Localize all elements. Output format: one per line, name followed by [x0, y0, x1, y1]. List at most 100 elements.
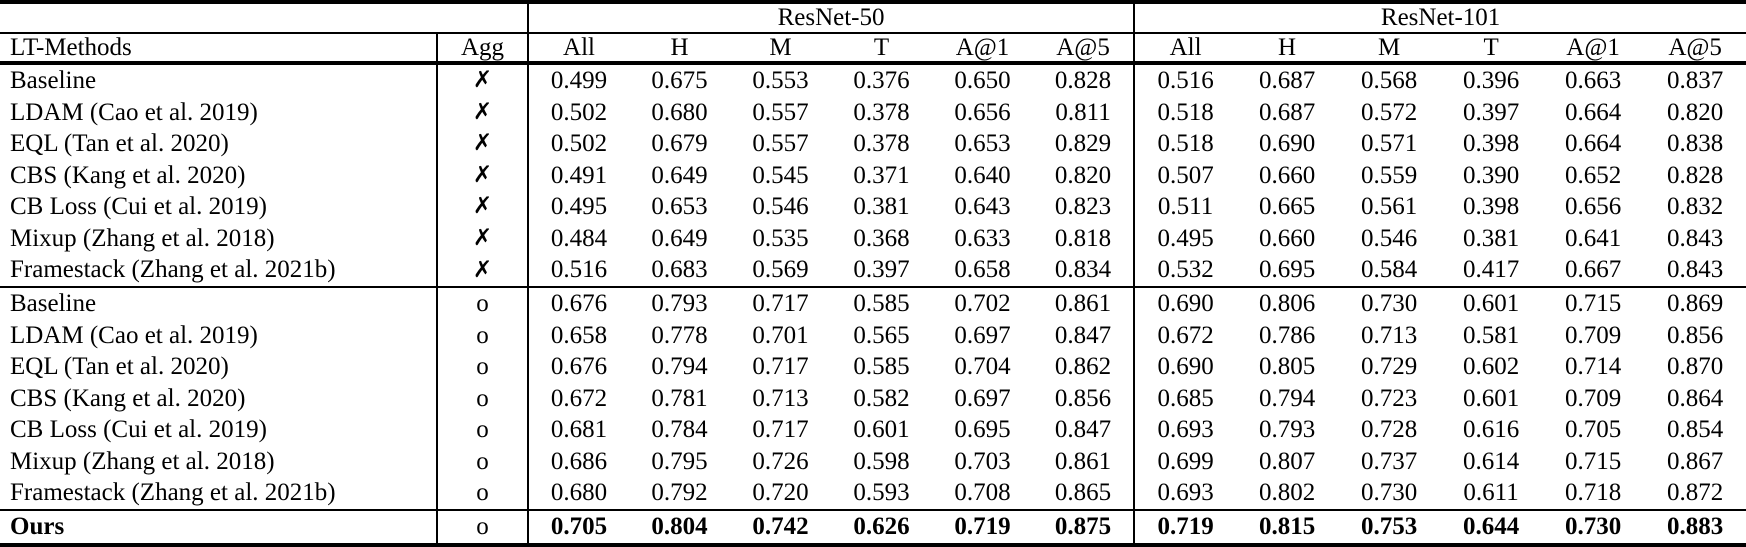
value-cell: 0.795 — [651, 447, 708, 475]
value-cell: 0.598 — [853, 447, 910, 475]
value-cell: 0.649 — [651, 224, 708, 252]
value-cell: 0.828 — [1666, 161, 1724, 189]
value-cell: 0.717 — [752, 416, 809, 444]
value-cell: 0.397 — [1462, 98, 1520, 126]
value-cell: 0.737 — [1360, 447, 1418, 475]
column-header: All — [527, 32, 629, 65]
value-cell: 0.861 — [1033, 286, 1135, 320]
value-cell: 0.690 — [1258, 130, 1316, 158]
value-cell: 0.697 — [954, 321, 1011, 349]
method-cell: CB Loss (Cui et al. 2019) — [10, 416, 267, 444]
value-cell: 0.640 — [954, 161, 1011, 189]
method-cell: Framestack (Zhang et al. 2021b) — [10, 256, 336, 284]
backbone-group-header: ResNet-101 — [1133, 2, 1746, 34]
method-cell: CB Loss (Cui et al. 2019) — [10, 193, 267, 221]
value-cell: 0.699 — [1133, 445, 1237, 478]
method-cell: EQL (Tan et al. 2020) — [10, 353, 229, 381]
value-cell: 0.397 — [853, 256, 910, 284]
value-cell: 0.491 — [527, 159, 629, 192]
group-header-row: ResNet-50 ResNet-101 — [0, 2, 1746, 34]
table-row: EQL (Tan et al. 2020) o 0.676 0.794 0.717 0.5… — [0, 351, 1746, 383]
table-row: Framestack (Zhang et al. 2021b) o 0.680 0.7… — [0, 477, 1746, 510]
value-cell: 0.778 — [651, 321, 708, 349]
value-cell: 0.658 — [527, 319, 629, 352]
value-cell: 0.681 — [527, 414, 629, 446]
value-cell: 0.702 — [932, 286, 1033, 320]
value-cell: 0.867 — [1666, 447, 1724, 475]
value-cell: 0.729 — [1360, 353, 1418, 381]
value-cell: 0.499 — [527, 63, 629, 97]
value-cell: 0.557 — [752, 130, 809, 158]
value-cell: 0.571 — [1360, 130, 1418, 158]
value-cell: 0.730 — [1360, 479, 1418, 507]
table-body: Baseline ✗ 0.499 0.675 0.553 0.376 0.650 0.828 0… — [0, 63, 1746, 545]
value-cell: 0.584 — [1360, 256, 1418, 284]
cross-mark-icon: ✗ — [436, 254, 528, 288]
value-cell: 0.553 — [752, 67, 809, 95]
value-cell: 0.742 — [730, 508, 831, 545]
method-cell: Ours — [0, 508, 437, 545]
method-cell: Framestack (Zhang et al. 2021b) — [10, 479, 336, 507]
value-cell: 0.417 — [1462, 256, 1520, 284]
column-header: M — [1338, 32, 1441, 65]
table-row: CBS (Kang et al. 2020) o 0.672 0.781 0.713 0.… — [0, 382, 1746, 415]
cross-mark-icon: ✗ — [436, 222, 528, 255]
value-cell: 0.593 — [853, 479, 910, 507]
table-row: LDAM (Cao et al. 2019) o 0.658 0.778 0.701 0.… — [0, 319, 1746, 352]
value-cell: 0.883 — [1644, 508, 1746, 545]
value-cell: 0.693 — [1133, 414, 1237, 446]
column-header: T — [831, 32, 932, 65]
cross-mark-icon: ✗ — [436, 63, 528, 97]
value-cell: 0.730 — [1542, 508, 1645, 545]
value-cell: 0.546 — [1360, 224, 1418, 252]
value-cell: 0.687 — [1258, 67, 1316, 95]
value-cell: 0.679 — [651, 130, 708, 158]
value-cell: 0.683 — [651, 256, 708, 284]
value-cell: 0.378 — [853, 130, 910, 158]
value-cell: 0.847 — [1054, 321, 1112, 349]
value-cell: 0.516 — [527, 254, 629, 288]
table-row: CB Loss (Cui et al. 2019) ✗ 0.495 0.653 0.54… — [0, 191, 1746, 223]
column-header: Agg — [436, 32, 528, 65]
cross-mark-icon: ✗ — [436, 128, 528, 160]
value-cell: 0.582 — [853, 384, 910, 412]
method-cell: CBS (Kang et al. 2020) — [10, 161, 246, 189]
method-cell: Baseline — [0, 286, 437, 320]
value-cell: 0.616 — [1462, 416, 1520, 444]
value-cell: 0.753 — [1338, 508, 1441, 545]
table-row: Ours o 0.705 0.804 0.742 0.626 0.719 0.875 0.719… — [0, 508, 1746, 545]
value-cell: 0.713 — [752, 384, 809, 412]
table-row: Baseline ✗ 0.499 0.675 0.553 0.376 0.650 0.828 0… — [0, 63, 1746, 97]
value-cell: 0.532 — [1133, 254, 1237, 288]
value-cell: 0.869 — [1644, 286, 1746, 320]
value-cell: 0.804 — [629, 508, 730, 545]
value-cell: 0.864 — [1666, 384, 1724, 412]
value-cell: 0.686 — [527, 445, 629, 478]
value-cell: 0.717 — [730, 286, 831, 320]
agg-cell: o — [436, 414, 528, 446]
value-cell: 0.649 — [651, 161, 708, 189]
value-cell: 0.680 — [527, 477, 629, 510]
value-cell: 0.390 — [1462, 161, 1520, 189]
value-cell: 0.793 — [1258, 416, 1316, 444]
value-cell: 0.726 — [752, 447, 809, 475]
value-cell: 0.672 — [1133, 319, 1237, 352]
value-cell: 0.828 — [1054, 67, 1112, 95]
value-cell: 0.675 — [651, 67, 708, 95]
column-header: All — [1133, 32, 1237, 65]
value-cell: 0.653 — [651, 193, 708, 221]
table-row: CB Loss (Cui et al. 2019) o 0.681 0.784 0.71… — [0, 414, 1746, 446]
value-cell: 0.843 — [1666, 224, 1724, 252]
value-cell: 0.507 — [1133, 159, 1237, 192]
value-cell: 0.862 — [1054, 353, 1112, 381]
agg-cell: o — [436, 351, 528, 383]
value-cell: 0.484 — [527, 222, 629, 255]
value-cell: 0.581 — [1462, 321, 1520, 349]
value-cell: 0.786 — [1258, 321, 1316, 349]
value-cell: 0.650 — [954, 67, 1011, 95]
value-cell: 0.784 — [651, 416, 708, 444]
value-cell: 0.495 — [527, 191, 629, 223]
value-cell: 0.660 — [1258, 224, 1316, 252]
column-header: H — [629, 32, 730, 65]
